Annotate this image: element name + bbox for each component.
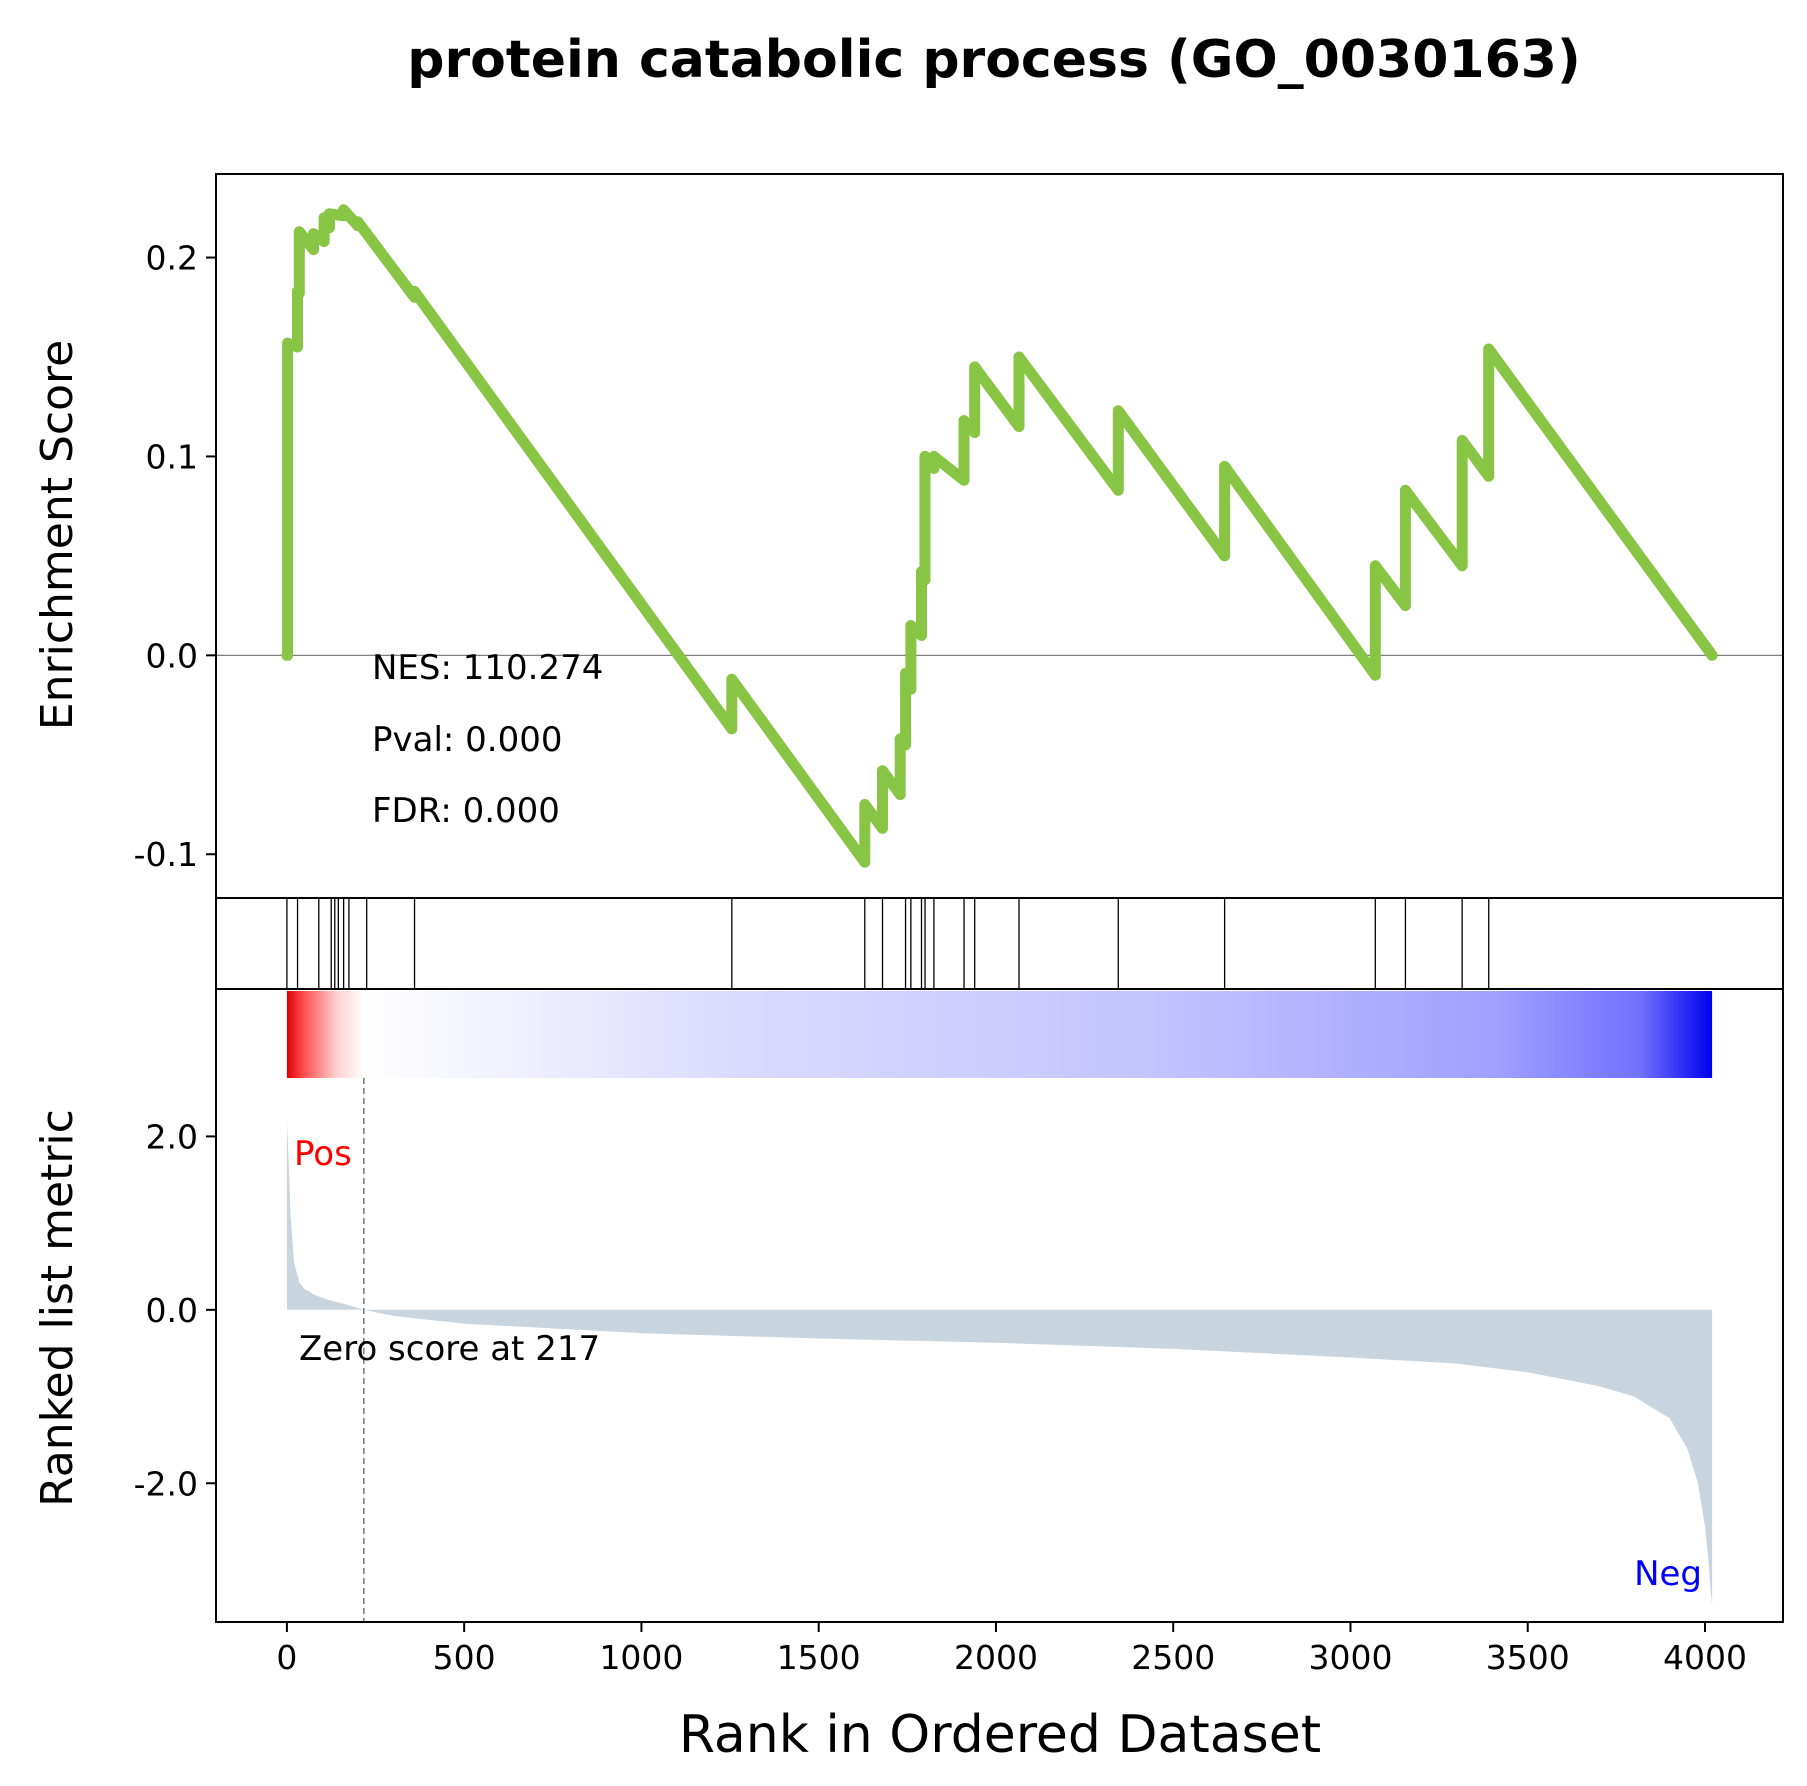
metric-xtick-label: 3000 xyxy=(1308,1638,1392,1677)
metric-ytick-label: 2.0 xyxy=(146,1117,198,1156)
metric-panel: Pos Neg Zero score at 217 -2.0 0.0 2.0 0 50… xyxy=(32,988,1784,1765)
enrichment-score-line xyxy=(281,204,1718,868)
metric-xtick-label: 500 xyxy=(433,1638,496,1677)
metric-xaxis: 0 500 1000 1500 2000 2500 3000 3500 4000 xyxy=(276,1622,1747,1677)
es-ytick-label: 0.2 xyxy=(146,239,198,278)
hit-markers xyxy=(286,898,1490,989)
metric-yaxis: -2.0 0.0 2.0 xyxy=(134,1117,216,1503)
metric-xtick-label: 4000 xyxy=(1663,1638,1747,1677)
es-ylabel: Enrichment Score xyxy=(32,340,83,730)
hits-panel-frame xyxy=(215,897,1784,990)
metric-ylabel: Ranked list metric xyxy=(32,1109,83,1507)
zero-score-label: Zero score at 217 xyxy=(299,1329,600,1369)
metric-ytick-label: 0.0 xyxy=(146,1291,198,1330)
es-ytick-label: -0.1 xyxy=(134,835,198,874)
metric-xlabel: Rank in Ordered Dataset xyxy=(679,1705,1321,1765)
chart-title: protein catabolic process (GO_0030163) xyxy=(407,30,1580,90)
fdr-stat: FDR: 0.000 xyxy=(372,791,560,831)
nes-stat: NES: 110.274 xyxy=(372,648,603,688)
hits-panel xyxy=(215,897,1784,990)
metric-xtick-label: 1500 xyxy=(777,1638,861,1677)
metric-ytick-label: -2.0 xyxy=(134,1464,198,1503)
metric-panel-frame xyxy=(215,988,1784,1623)
metric-xtick-label: 0 xyxy=(276,1638,297,1677)
pos-label: Pos xyxy=(294,1134,352,1174)
metric-xtick-label: 3500 xyxy=(1486,1638,1570,1677)
es-ytick-label: 0.0 xyxy=(146,636,198,675)
pval-stat: Pval: 0.000 xyxy=(372,720,563,760)
es-ytick-label: 0.1 xyxy=(146,437,198,476)
rank-colorbar xyxy=(286,991,1713,1078)
es-panel-frame xyxy=(215,173,1784,899)
es-yaxis: -0.1 0.0 0.1 0.2 xyxy=(134,239,216,874)
metric-xtick-label: 1000 xyxy=(599,1638,683,1677)
metric-xtick-label: 2500 xyxy=(1131,1638,1215,1677)
neg-label: Neg xyxy=(1634,1554,1702,1594)
metric-xtick-label: 2000 xyxy=(954,1638,1038,1677)
enrichment-panel: -0.1 0.0 0.1 0.2 Enrichment Score NES: 110.… xyxy=(32,173,1784,899)
